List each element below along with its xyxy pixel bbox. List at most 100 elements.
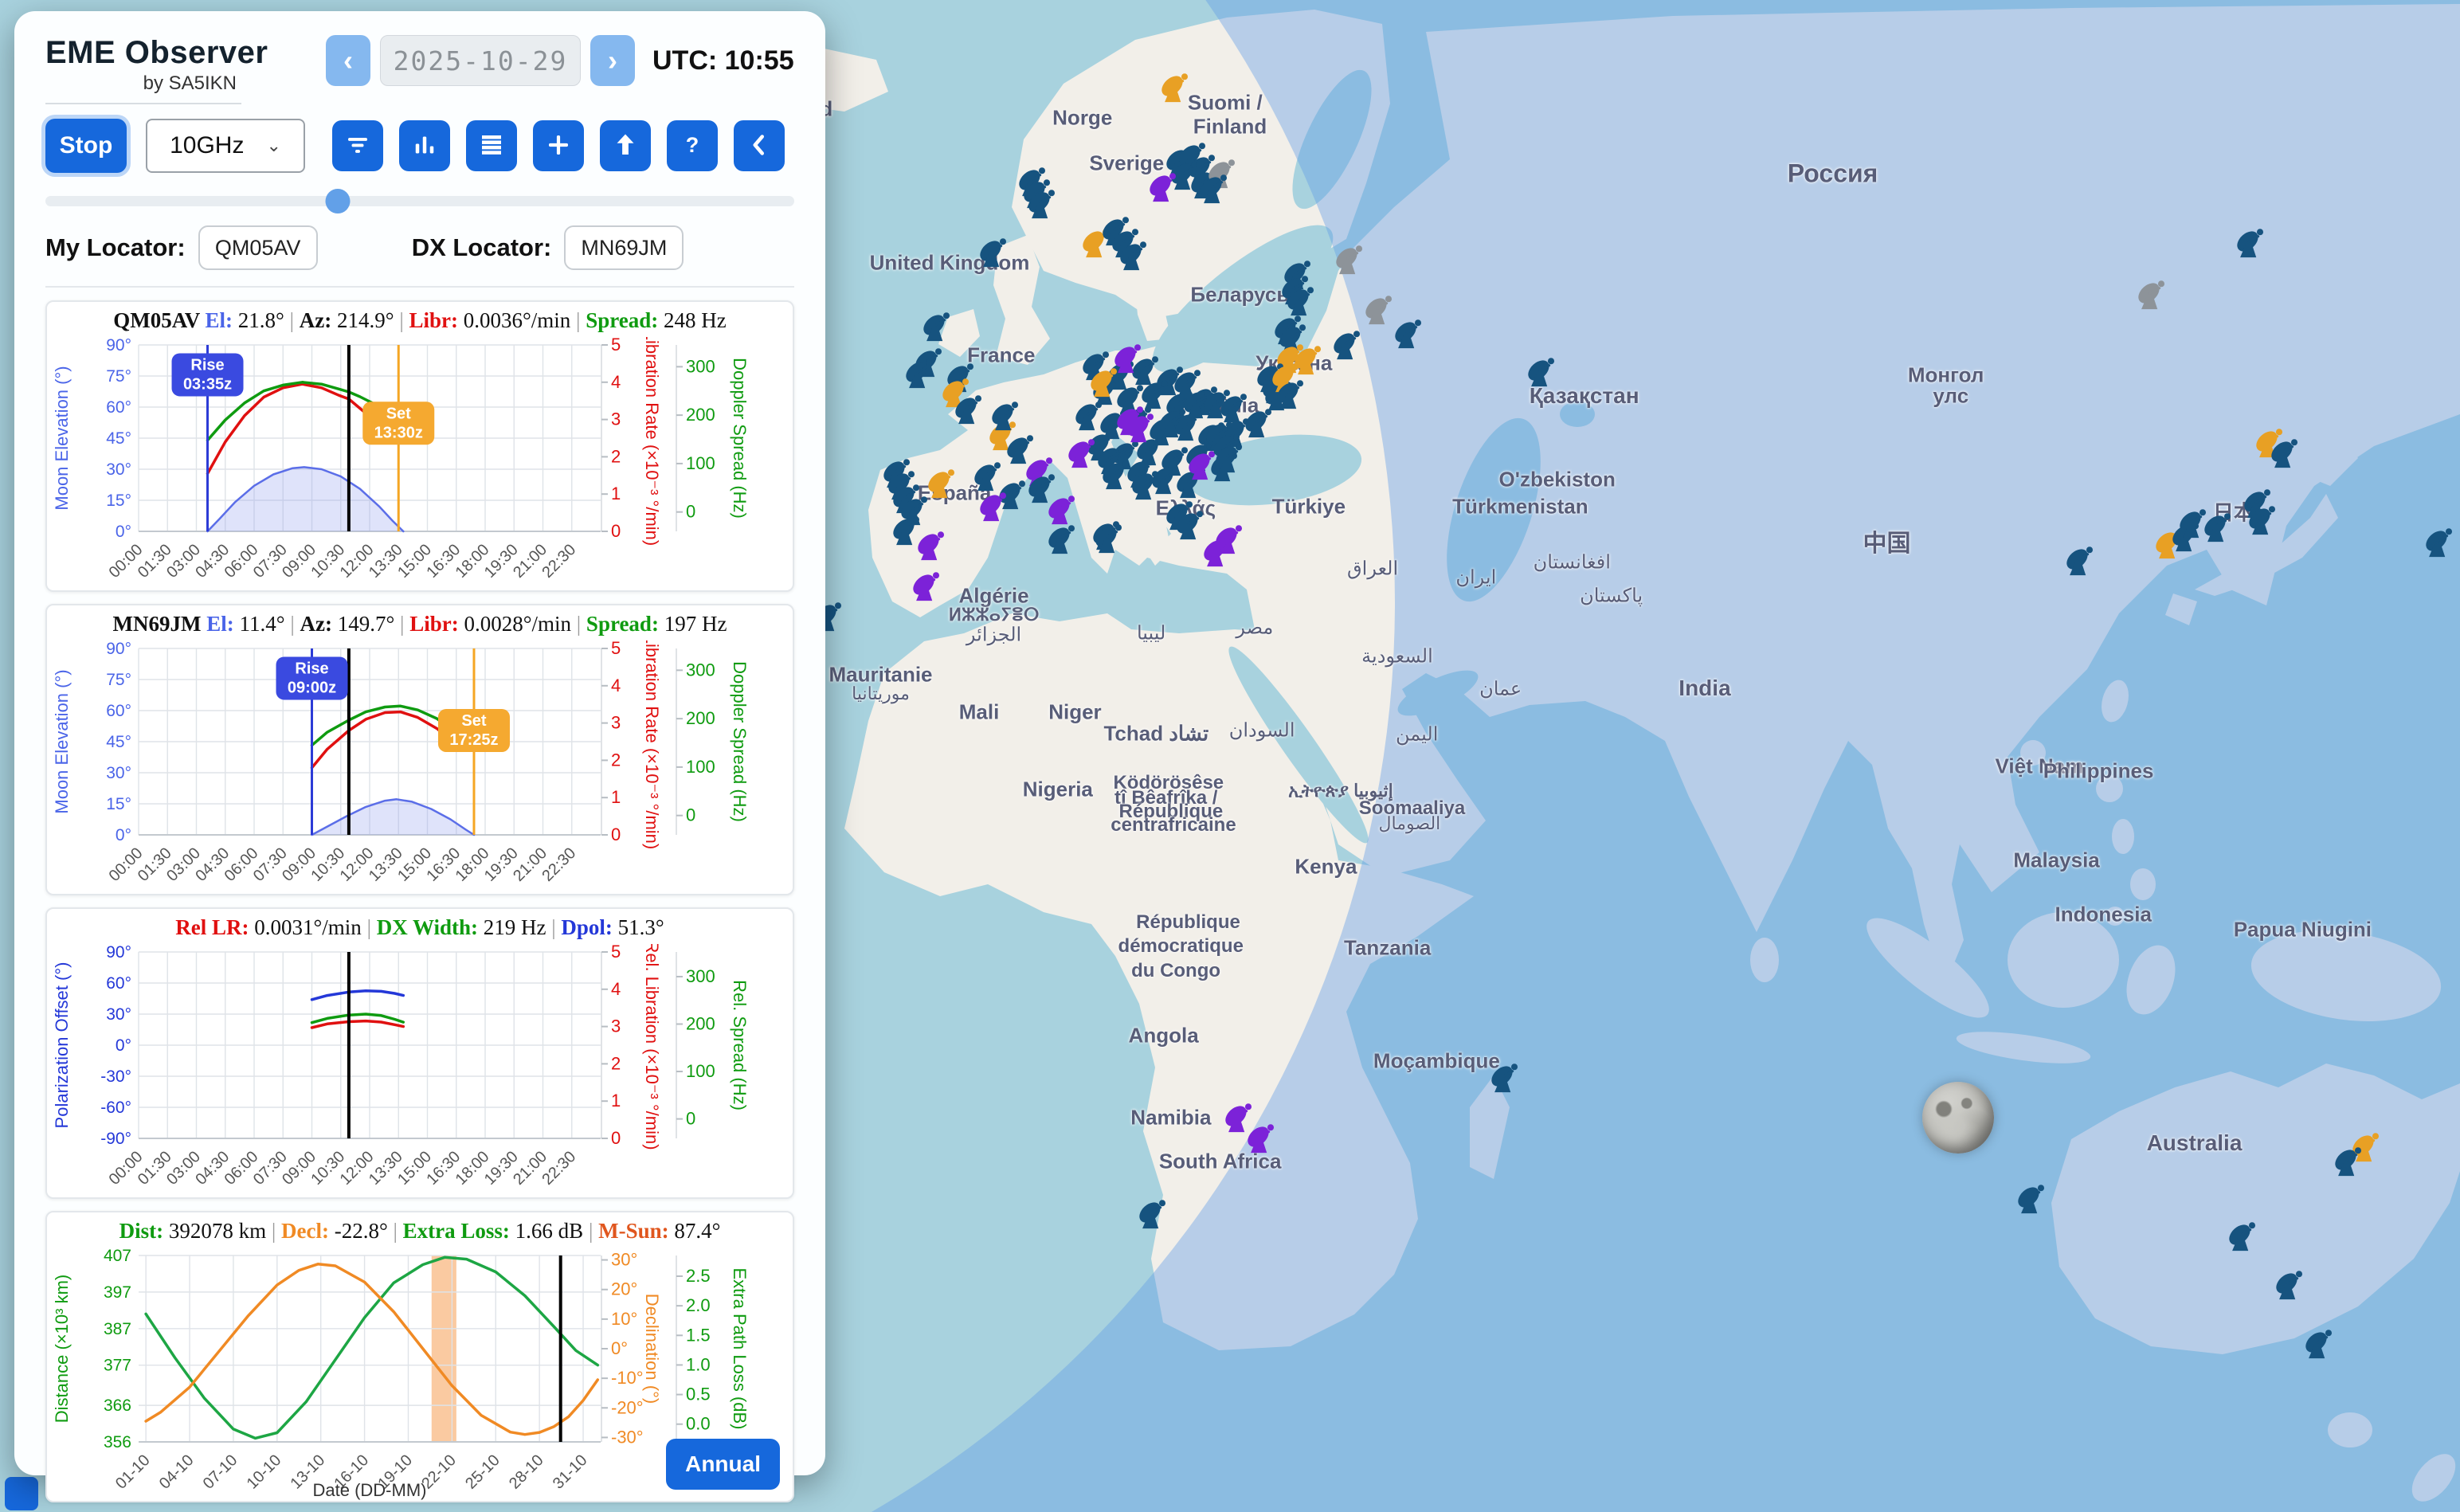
svg-text:Set: Set [461, 712, 486, 730]
station-dish-marker-p[interactable] [1146, 170, 1181, 205]
time-slider-track[interactable] [45, 196, 794, 206]
station-dish-marker-p[interactable] [977, 489, 1012, 524]
station-dish-marker-b[interactable] [1136, 1197, 1171, 1232]
station-dish-marker-b[interactable] [1129, 468, 1164, 503]
svg-text:Libration Rate (×10⁻³ °/min): Libration Rate (×10⁻³ °/min) [642, 640, 662, 849]
table-button[interactable] [466, 120, 517, 171]
station-dish-marker-p[interactable] [1111, 341, 1146, 376]
svg-text:10-10: 10-10 [244, 1451, 285, 1493]
station-dish-marker-b[interactable] [1392, 316, 1427, 351]
station-dish-marker-b[interactable] [2015, 1181, 2050, 1216]
question-mark-icon: ? [678, 131, 707, 162]
my-locator-input[interactable] [198, 225, 318, 270]
svg-text:25-10: 25-10 [462, 1451, 503, 1493]
svg-text:3: 3 [611, 1016, 621, 1036]
svg-text:60°: 60° [106, 974, 131, 993]
svg-text:Extra Path Loss (dB): Extra Path Loss (dB) [730, 1268, 750, 1430]
dx-locator-input[interactable] [564, 225, 684, 270]
add-button[interactable] [533, 120, 584, 171]
station-dish-marker-b[interactable] [1274, 377, 1309, 412]
station-dish-marker-b[interactable] [2201, 510, 2236, 545]
station-dish-marker-b[interactable] [2332, 1143, 2367, 1178]
next-day-button[interactable]: › [590, 35, 635, 86]
upload-button[interactable] [600, 120, 651, 171]
station-dish-marker-b[interactable] [2423, 525, 2458, 560]
svg-text:15°: 15° [106, 492, 131, 510]
chart-card-dx-station: MN69JM El: 11.4° | Az: 149.7° | Libr: 0.… [45, 604, 794, 895]
map-control-button[interactable] [5, 1477, 38, 1510]
station-dish-marker-b[interactable] [2234, 225, 2269, 260]
svg-text:0.0: 0.0 [686, 1414, 711, 1434]
polarization-chart: -90° -60° -30° 0° 30° 60° 90° Polarization Offs… [52, 944, 750, 1189]
station-dish-marker-b[interactable] [1212, 441, 1248, 476]
station-dish-marker-b[interactable] [890, 513, 925, 548]
svg-text:1.0: 1.0 [686, 1354, 711, 1374]
station-dish-marker-b[interactable] [2246, 503, 2281, 538]
station-dish-marker-b[interactable] [989, 398, 1024, 433]
station-dish-marker-b[interactable] [1330, 327, 1365, 362]
station-dish-marker-b[interactable] [1004, 431, 1039, 466]
bar-chart-button[interactable] [399, 120, 450, 171]
svg-text:Rise: Rise [295, 660, 328, 677]
station-dish-marker-b[interactable] [2226, 1219, 2261, 1254]
svg-text:Rel. Spread (Hz): Rel. Spread (Hz) [730, 980, 750, 1110]
stop-button[interactable]: Stop [45, 119, 127, 173]
station-dish-marker-b[interactable] [1092, 520, 1127, 555]
svg-text:407: 407 [104, 1248, 131, 1265]
collapse-button[interactable] [734, 120, 785, 171]
station-dish-marker-b[interactable] [1488, 1060, 1523, 1095]
station-dish-marker-p[interactable] [910, 569, 945, 604]
station-dish-marker-g[interactable] [1333, 242, 1368, 277]
svg-text:356: 356 [104, 1433, 131, 1451]
svg-text:0: 0 [686, 502, 695, 522]
svg-text:0: 0 [611, 521, 621, 541]
station-dish-marker-b[interactable] [2268, 436, 2303, 471]
svg-text:07-10: 07-10 [200, 1451, 241, 1493]
svg-text:Date (DD-MM): Date (DD-MM) [313, 1480, 427, 1500]
upload-arrow-icon [611, 131, 640, 162]
station-dish-marker-b[interactable] [977, 235, 1012, 270]
station-dish-marker-b[interactable] [1025, 186, 1060, 221]
svg-text:Declination (°): Declination (°) [642, 1294, 662, 1404]
svg-text:31-10: 31-10 [550, 1451, 591, 1493]
filter-icon [343, 131, 372, 162]
station-dish-marker-b[interactable] [1045, 522, 1080, 557]
svg-text:2: 2 [611, 1053, 621, 1073]
help-button[interactable]: ? [667, 120, 718, 171]
date-input[interactable] [380, 35, 581, 86]
station-dish-marker-b[interactable] [1525, 354, 1560, 390]
station-dish-marker-p[interactable] [1201, 534, 1236, 569]
annual-button[interactable]: Annual [666, 1439, 780, 1490]
chart-title: Dist: 392078 km | Decl: -22.8° | Extra L… [119, 1219, 721, 1243]
prev-day-button[interactable]: ‹ [326, 35, 370, 86]
station-dish-marker-o[interactable] [1158, 70, 1193, 105]
station-dish-marker-g[interactable] [2135, 277, 2170, 312]
chart-card-mutual: Rel LR: 0.0031°/min | DX Width: 219 Hz |… [45, 907, 794, 1199]
band-select[interactable]: 10GHz ⌄ [146, 119, 305, 173]
station-dish-marker-b[interactable] [1156, 405, 1191, 441]
svg-text:0°: 0° [116, 1036, 131, 1055]
station-dish-marker-b[interactable] [1117, 237, 1152, 272]
svg-text:300: 300 [686, 966, 715, 986]
filter-button[interactable] [332, 120, 383, 171]
station-dish-marker-p[interactable] [1244, 1121, 1279, 1156]
station-dish-marker-b[interactable] [903, 356, 938, 391]
station-dish-marker-b[interactable] [2063, 543, 2098, 578]
station-dish-marker-p[interactable] [1124, 410, 1159, 445]
utc-clock: UTC: 10:55 [652, 45, 794, 76]
chart-title: MN69JM El: 11.4° | Az: 149.7° | Libr: 0.… [112, 612, 727, 636]
station-dish-marker-b[interactable] [2302, 1326, 2337, 1361]
time-slider-knob[interactable] [325, 189, 351, 213]
svg-text:45°: 45° [106, 733, 131, 751]
station-dish-marker-b[interactable] [952, 392, 987, 427]
station-dish-marker-b[interactable] [2273, 1267, 2308, 1302]
station-dish-marker-b[interactable] [920, 309, 955, 344]
station-dish-marker-o[interactable] [925, 466, 960, 501]
svg-text:90°: 90° [106, 640, 131, 658]
svg-text:2.5: 2.5 [686, 1266, 711, 1286]
svg-text:75°: 75° [106, 367, 131, 386]
station-dish-marker-b[interactable] [1197, 171, 1232, 206]
